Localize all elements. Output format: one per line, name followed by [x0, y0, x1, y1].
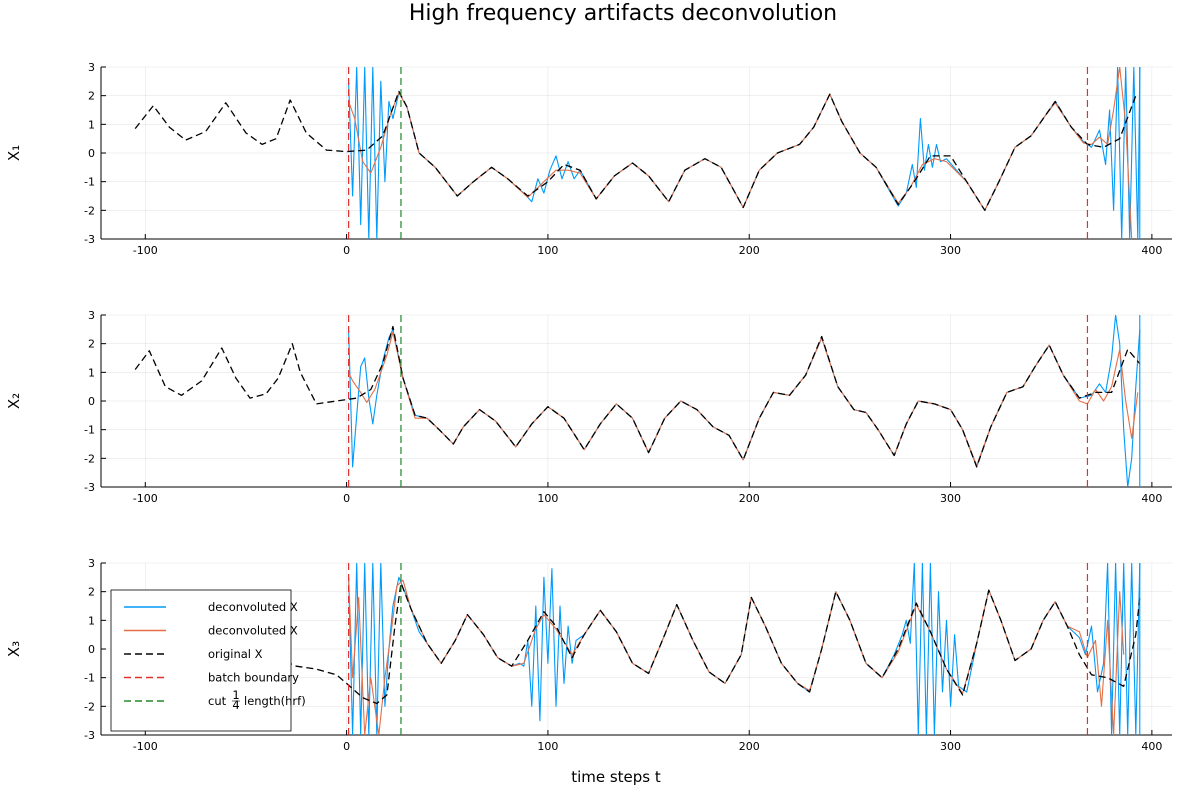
y-tick-label: 2	[88, 586, 95, 599]
y-tick-label: 0	[88, 395, 95, 408]
x-tick-label: 100	[537, 740, 558, 753]
series-line-original	[134, 325, 1141, 468]
y-tick-label: -2	[84, 452, 95, 465]
plot-area	[134, 315, 1141, 487]
plot-area	[134, 563, 1141, 735]
y-tick-label: -2	[84, 204, 95, 217]
x-tick-label: 100	[537, 244, 558, 257]
x-tick-label: 200	[739, 740, 760, 753]
x-tick-label: 300	[940, 740, 961, 753]
y-axis-label: X₂	[5, 393, 23, 409]
y-tick-label: -1	[84, 672, 95, 685]
x-tick-label: 100	[537, 492, 558, 505]
legend: deconvoluted X deconvoluted X original X ba…	[110, 589, 306, 732]
chart-title: High frequency artifacts deconvolution	[409, 1, 837, 26]
legend-label-suffix: length(hrf)	[244, 694, 306, 708]
series-line-original	[134, 90, 1137, 211]
legend-label: original X	[208, 647, 263, 661]
x-tick-label: 200	[739, 492, 760, 505]
legend-fraction-numerator: 1	[232, 688, 239, 702]
y-tick-label: 2	[88, 338, 95, 351]
y-tick-label: 0	[88, 147, 95, 160]
y-tick-label: 0	[88, 643, 95, 656]
y-tick-label: 3	[88, 309, 95, 322]
y-tick-label: -3	[84, 481, 95, 494]
legend-label: deconvoluted X	[208, 624, 298, 638]
series-line-deconvoluted-red	[348, 577, 1125, 735]
x-tick-label: 200	[739, 244, 760, 257]
legend-box	[110, 589, 292, 732]
x-tick-label: 300	[940, 244, 961, 257]
y-tick-label: 3	[88, 61, 95, 74]
x-tick-label: -100	[133, 740, 158, 753]
x-tick-label: 400	[1141, 740, 1162, 753]
x-tick-label: 400	[1141, 244, 1162, 257]
y-tick-label: 2	[88, 90, 95, 103]
y-axis-label: X₁	[5, 145, 23, 161]
x-tick-label: -100	[133, 244, 158, 257]
y-axis-label: X₃	[5, 641, 23, 657]
panel-2: -3 -2 -1 0 1 2 3 -100 0 100 200 300 400 X₂	[5, 309, 1172, 505]
y-tick-label: -1	[84, 176, 95, 189]
y-tick-label: -1	[84, 424, 95, 437]
x-tick-label: -100	[133, 492, 158, 505]
y-tick-label: 1	[88, 366, 95, 379]
y-tick-label: 1	[88, 614, 95, 627]
y-tick-label: 1	[88, 118, 95, 131]
legend-fraction-denominator: 4	[232, 698, 239, 712]
series-line-deconvoluted-red	[348, 331, 1139, 467]
x-tick-label: 0	[343, 492, 350, 505]
legend-label: batch boundary	[208, 671, 299, 685]
y-tick-label: -3	[84, 233, 95, 246]
x-tick-label: 0	[343, 740, 350, 753]
x-tick-label: 0	[343, 244, 350, 257]
x-axis-label: time steps t	[571, 768, 661, 786]
y-tick-label: -3	[84, 729, 95, 742]
y-tick-label: -2	[84, 700, 95, 713]
y-tick-label: 3	[88, 557, 95, 570]
panel-1: -3 -2 -1 0 1 2 3 -100 0 100 200 300 400 X₁	[5, 61, 1172, 257]
x-tick-label: 400	[1141, 492, 1162, 505]
series-line-original	[134, 582, 1141, 705]
legend-label: deconvoluted X	[208, 600, 298, 614]
x-tick-label: 300	[940, 492, 961, 505]
legend-label: cut	[208, 694, 227, 708]
plot-area	[134, 67, 1141, 239]
